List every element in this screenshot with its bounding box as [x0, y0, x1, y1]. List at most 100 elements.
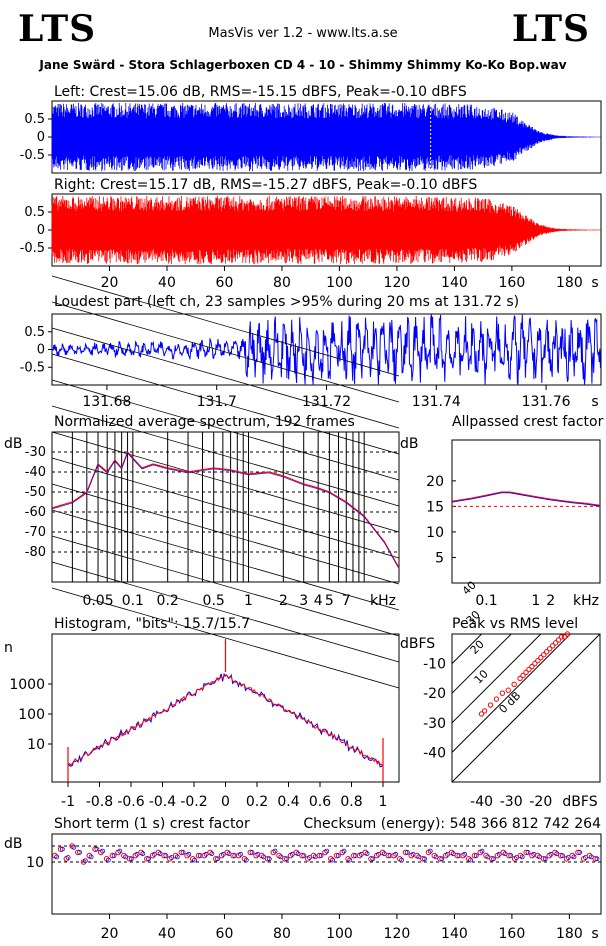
short_crest-point-right [351, 852, 357, 859]
short_crest-point-right [75, 849, 81, 856]
peak_rms-point [544, 649, 550, 655]
short_crest-point-right [402, 849, 409, 856]
peak_rms-title: Peak vs RMS level [452, 616, 578, 632]
short_crest-point-left [427, 848, 433, 854]
spectrum-slope-line [51, 535, 400, 637]
spectrum-xtick-label: 0.5 [203, 593, 225, 609]
histogram-xtick-label: 0.8 [340, 794, 362, 810]
short_crest-ytick-label: 10 [26, 855, 44, 871]
spectrum-slope-line [51, 561, 400, 663]
peak_rms-point [481, 708, 488, 714]
allpass-ylabel: dB [400, 436, 419, 452]
short_crest-frame [51, 833, 602, 915]
short_crest-point-left [370, 856, 376, 862]
spectrum-series-right [51, 450, 400, 569]
spectrum-xtick-label: 4 [314, 593, 323, 609]
spectrum-xtick-label: 1 [244, 593, 253, 609]
loudest-xtick-label: 131.7 [197, 394, 237, 410]
peak_rms-ytick-label: -40 [423, 745, 446, 761]
spectrum-slope-line [51, 483, 400, 585]
short_crest-point-left [128, 856, 134, 862]
short_crest-point-right [592, 856, 599, 862]
left_wave-waveform [51, 102, 601, 172]
histogram-ytick-label: 10 [27, 737, 45, 753]
short_crest-point-left [111, 853, 117, 858]
short_crest-point-left [82, 858, 88, 864]
short_crest-point-right [506, 852, 512, 859]
right_wave-xtick-label: 20 [101, 275, 119, 291]
short_crest-point-right [454, 852, 461, 859]
peak_rms-point [505, 687, 511, 693]
peak_rms-point [535, 657, 541, 664]
short_crest-point-right [368, 856, 374, 862]
short_crest-point-left [335, 853, 341, 858]
logo-right: LTS [511, 8, 590, 50]
allpass-series-right [451, 491, 601, 506]
spectrum-frame [51, 431, 400, 583]
short_crest-xtick-label: 140 [441, 926, 468, 942]
peak_rms-point [529, 663, 535, 670]
short_crest-point-left [301, 853, 307, 858]
allpass-ytick-label: 10 [426, 525, 444, 541]
short_crest-point-right [385, 852, 392, 859]
peak_rms-point [487, 702, 494, 708]
short_crest-point-left [577, 850, 583, 855]
short_crest-point-right [557, 852, 564, 859]
short_crest-point-left [174, 854, 180, 860]
peak_rms-point [558, 634, 565, 640]
short_crest-point-left [473, 853, 479, 858]
peak_rms-point [541, 652, 547, 658]
left_wave-ytick-label: -0.5 [20, 148, 45, 163]
short_crest-point-left [542, 856, 548, 862]
short_crest-point-left [249, 850, 255, 855]
short_crest-title: Short term (1 s) crest factor [54, 816, 250, 832]
short_crest-point-left [560, 853, 565, 858]
spectrum-xtick-label: 2 [279, 593, 288, 609]
spectrum-ylabel: dB [4, 436, 23, 452]
spectrum-slope-line [51, 587, 400, 689]
spectrum-slope-line [51, 509, 400, 611]
short_crest-point-left [243, 857, 249, 863]
short_crest-xtick-label: 40 [158, 926, 176, 942]
short_crest-point-left [324, 848, 330, 854]
short_crest-xtick-label: 160 [499, 926, 526, 942]
short_crest-point-left [105, 857, 111, 863]
peak_rms-ytick-label: -20 [423, 686, 446, 702]
short_crest-point-right [575, 849, 581, 856]
allpass-ytick-label: 5 [435, 550, 444, 566]
spectrum-ytick-label: -30 [25, 445, 46, 460]
short_crest-point-right [437, 856, 443, 862]
right_wave-xunit: s [591, 275, 598, 291]
right_wave-ytick-label: 0 [37, 223, 45, 238]
track-title: Jane Swärd - Stora Schlagerboxen CD 4 - … [39, 58, 567, 72]
allpass-xtick-label: 2 [546, 593, 555, 609]
short_crest-point-left [140, 851, 146, 857]
short_crest-point-left [238, 851, 243, 857]
histogram-series-right [67, 674, 384, 767]
short_crest-point-left [519, 854, 525, 860]
histogram-xtick-label: -0.6 [117, 794, 144, 810]
right_wave-xtick-label: 160 [499, 275, 526, 291]
short_crest-point-left [462, 851, 468, 857]
histogram-xtick-label: 0.2 [246, 794, 268, 810]
spectrum-ytick-label: -50 [25, 485, 46, 500]
right_wave-xtick-label: 180 [556, 275, 583, 291]
peak_rms-xtick-label: -20 [529, 794, 552, 810]
short_crest-point-right [161, 852, 167, 859]
spectrum-xtick-label: 3 [299, 593, 308, 609]
spectrum-slope-line [51, 353, 400, 455]
short_crest-point-right [57, 846, 64, 853]
short_crest-xtick-label: 120 [384, 926, 411, 942]
peak_rms-diag-line [451, 633, 482, 664]
spectrum-ytick-label: -70 [25, 525, 46, 540]
loudest-series-line [51, 314, 602, 385]
right_wave-waveform [51, 195, 601, 265]
short_crest-point-left [364, 851, 370, 857]
short_crest-point-right [178, 849, 185, 856]
spectrum-slope-line [51, 327, 400, 429]
peak_rms-point [546, 646, 553, 652]
peak_rms-ytick-label: -30 [423, 716, 446, 732]
short_crest-point-right [195, 852, 202, 859]
short_crest-point-left [59, 846, 65, 852]
